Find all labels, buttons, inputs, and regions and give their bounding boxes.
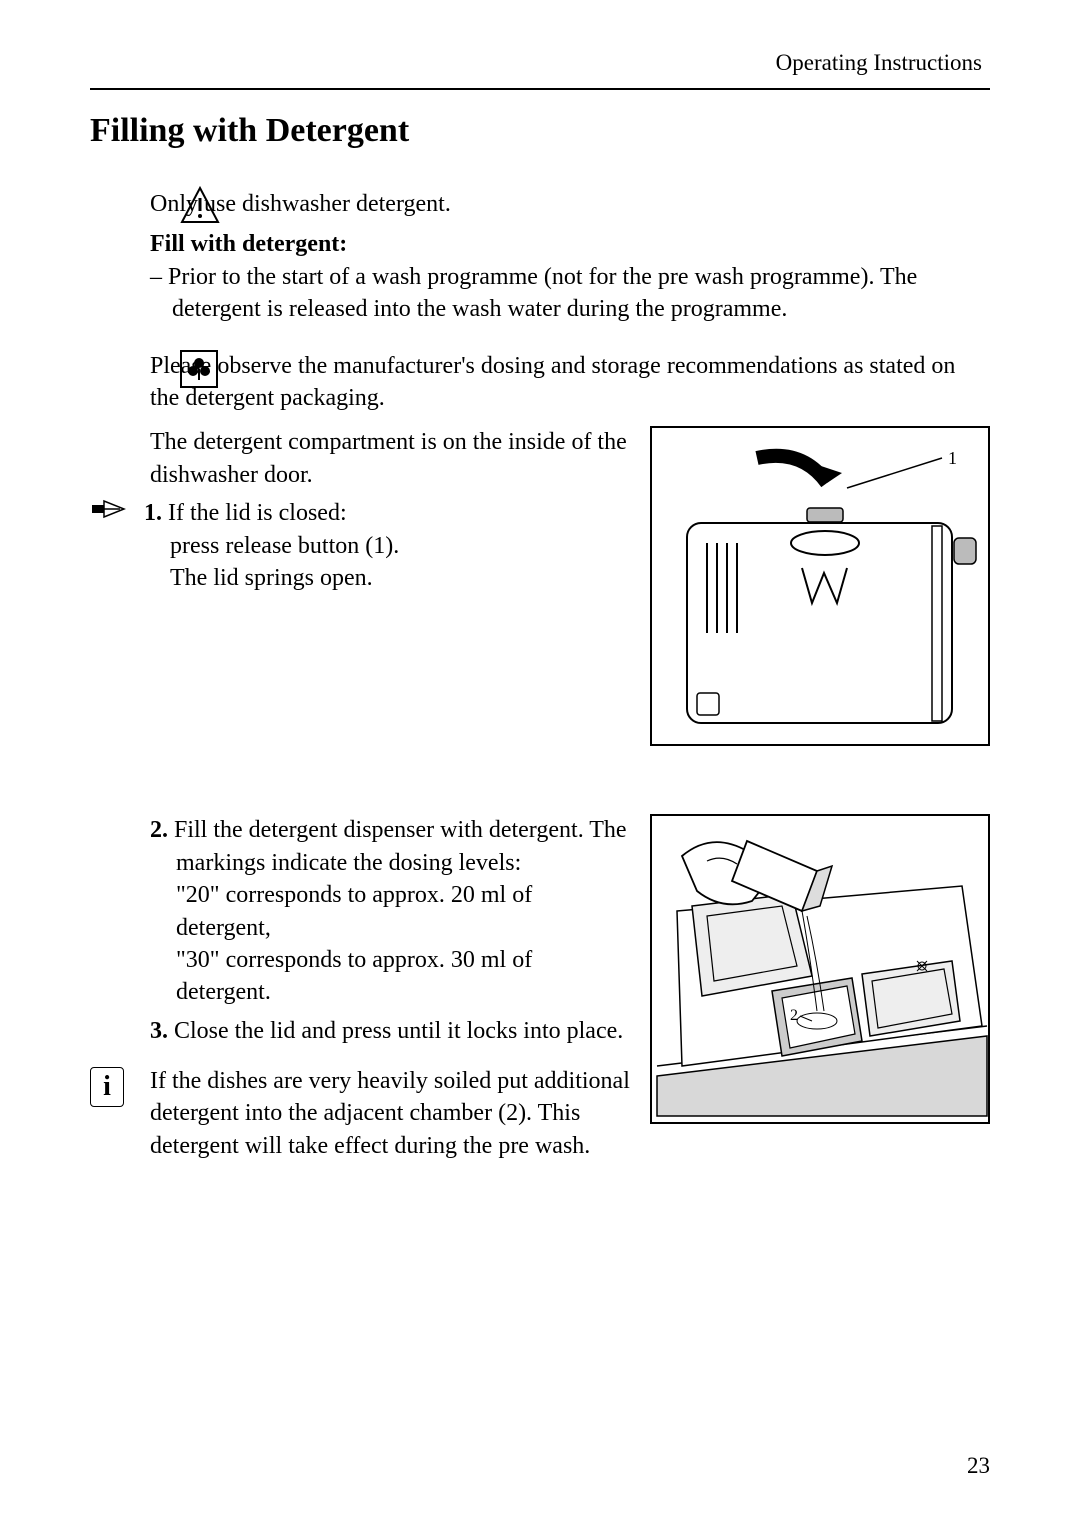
step2-number: 2. [150, 817, 168, 843]
hand-pointer-icon [90, 497, 130, 529]
figure-2: 2 [650, 814, 990, 1124]
info-icon: i [90, 1067, 124, 1107]
step2-line1: Fill the detergent dispenser with deterg… [174, 817, 627, 875]
step3-number: 3. [150, 1018, 168, 1044]
step1-number: 1. [144, 500, 162, 526]
info-text: If the dishes are very heavily soiled pu… [150, 1065, 632, 1162]
dosing-note: Please observe the manufacturer's dosing… [150, 350, 990, 415]
step2-line2: "20" corresponds to approx. 20 ml of det… [150, 879, 632, 944]
figure-1: 1 [650, 426, 990, 746]
fig1-callout-label: 1 [948, 448, 957, 468]
step3-text: Close the lid and press until it locks i… [174, 1018, 623, 1044]
header-rule [90, 88, 990, 90]
step1-line1: If the lid is closed: [168, 500, 347, 526]
warning-text: Only use dishwasher detergent. [150, 188, 990, 220]
fill-description: – Prior to the start of a wash programme… [150, 261, 990, 326]
warning-icon [180, 186, 228, 229]
clover-icon [180, 350, 228, 388]
running-header: Operating Instructions [90, 50, 990, 76]
fill-subheading: Fill with detergent: [150, 228, 990, 260]
page-number: 23 [967, 1453, 990, 1479]
step1-line2: press release button (1). [170, 530, 399, 562]
step1-line3: The lid springs open. [170, 562, 373, 594]
section-title: Filling with Detergent [90, 112, 990, 150]
step2-line3: "30" corresponds to approx. 30 ml of det… [150, 944, 632, 1009]
compartment-location: The detergent compartment is on the insi… [150, 426, 632, 491]
fig2-callout-label: 2 [790, 1007, 798, 1024]
